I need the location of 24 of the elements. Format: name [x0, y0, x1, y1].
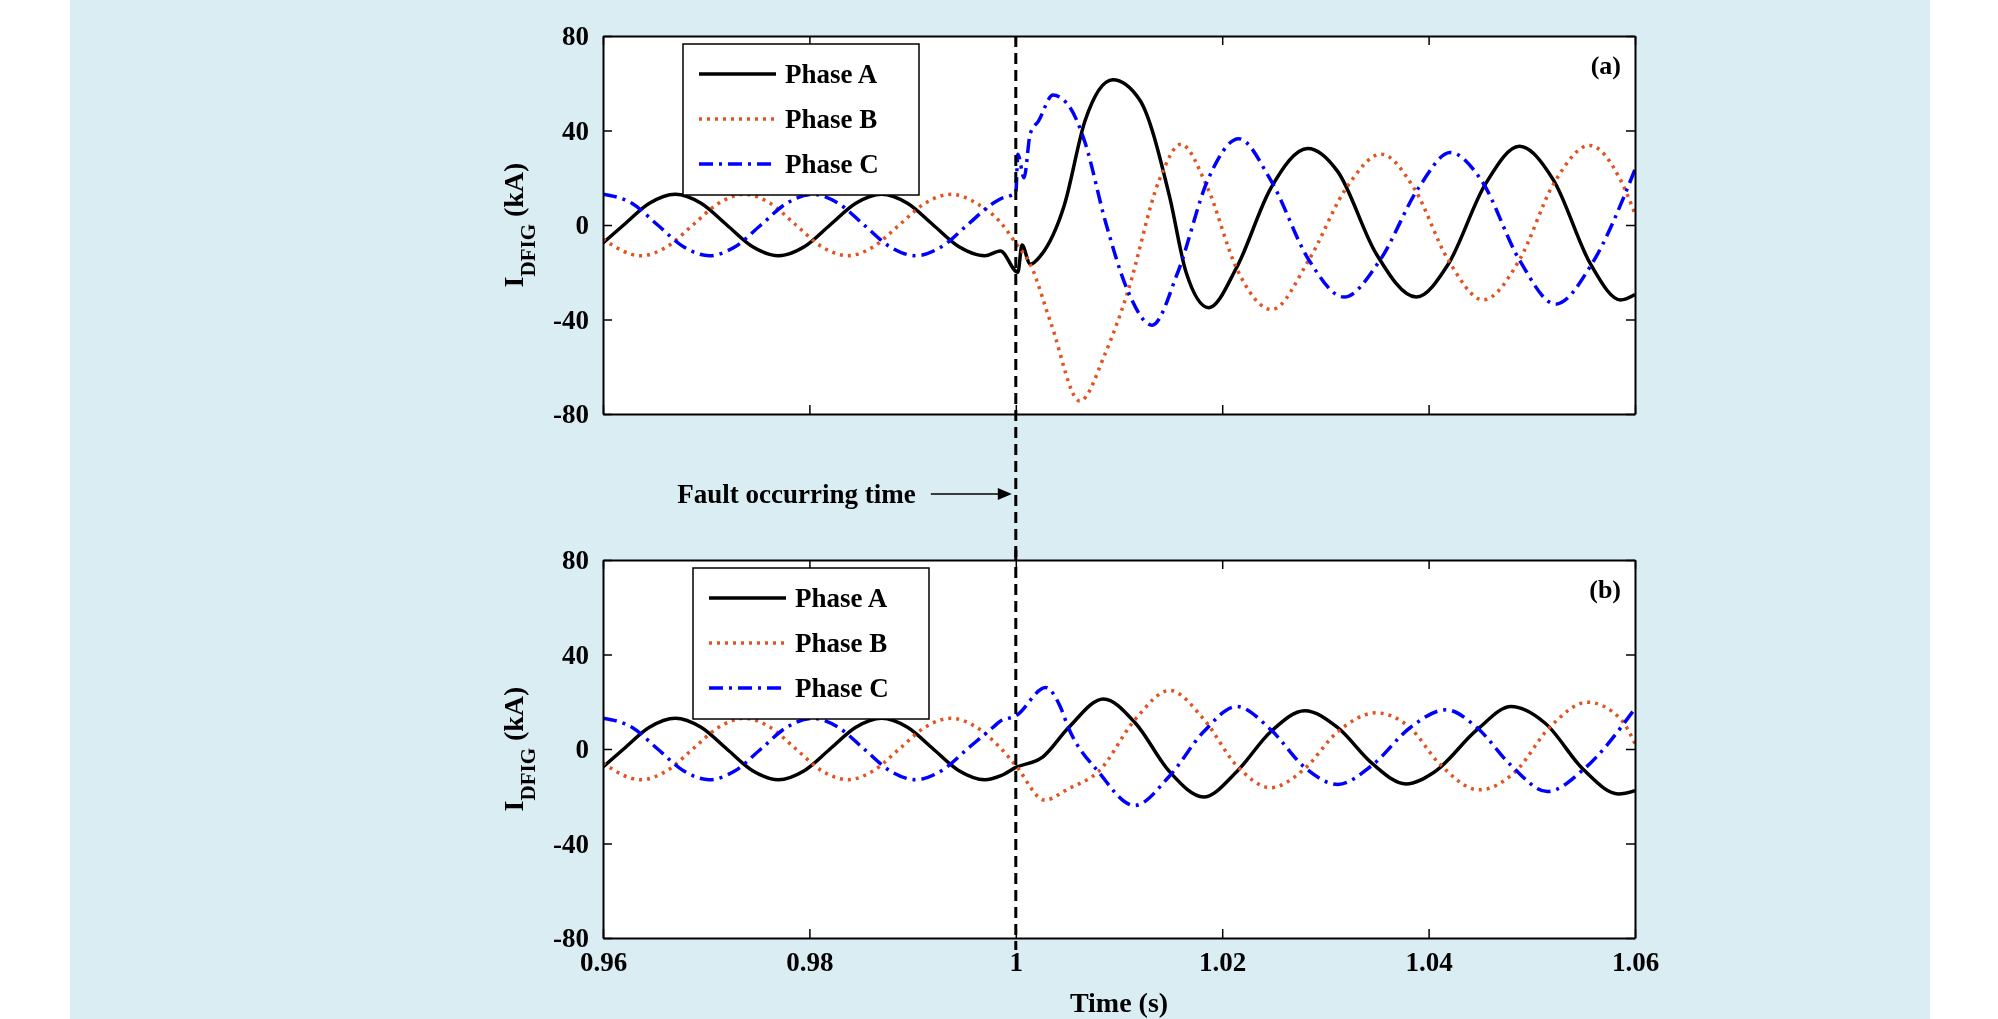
y-tick-label: -40 [553, 828, 589, 859]
legend-label: Phase C [785, 149, 879, 179]
y-tick-label: 0 [575, 210, 589, 241]
y-tick-label: -40 [553, 304, 589, 335]
x-tick-label: 1.04 [1405, 947, 1453, 978]
y-tick-label: 40 [562, 639, 589, 670]
y-tick-label: 40 [562, 115, 589, 146]
x-axis-title: Time (s) [1069, 987, 1169, 1018]
legend-label: Phase C [795, 673, 889, 703]
y-tick-label: 80 [562, 21, 589, 52]
x-tick-label: 0.98 [786, 947, 834, 978]
annotation: (a) [1590, 51, 1621, 80]
text: Fault occurring time [677, 479, 916, 509]
legend-label: Phase B [795, 628, 888, 658]
y-tick-label: -80 [553, 399, 589, 430]
y-tick-label: 80 [562, 545, 589, 576]
x-tick-label: 1.06 [1611, 947, 1660, 978]
annotation: (b) [1589, 575, 1621, 604]
legend-label: Phase A [785, 59, 878, 89]
y-tick-label: 0 [575, 734, 589, 765]
x-tick-label: 1.02 [1199, 947, 1247, 978]
legend-label: Phase B [785, 104, 878, 134]
x-tick-label: 1 [1009, 947, 1024, 978]
legend-label: Phase A [795, 583, 888, 613]
